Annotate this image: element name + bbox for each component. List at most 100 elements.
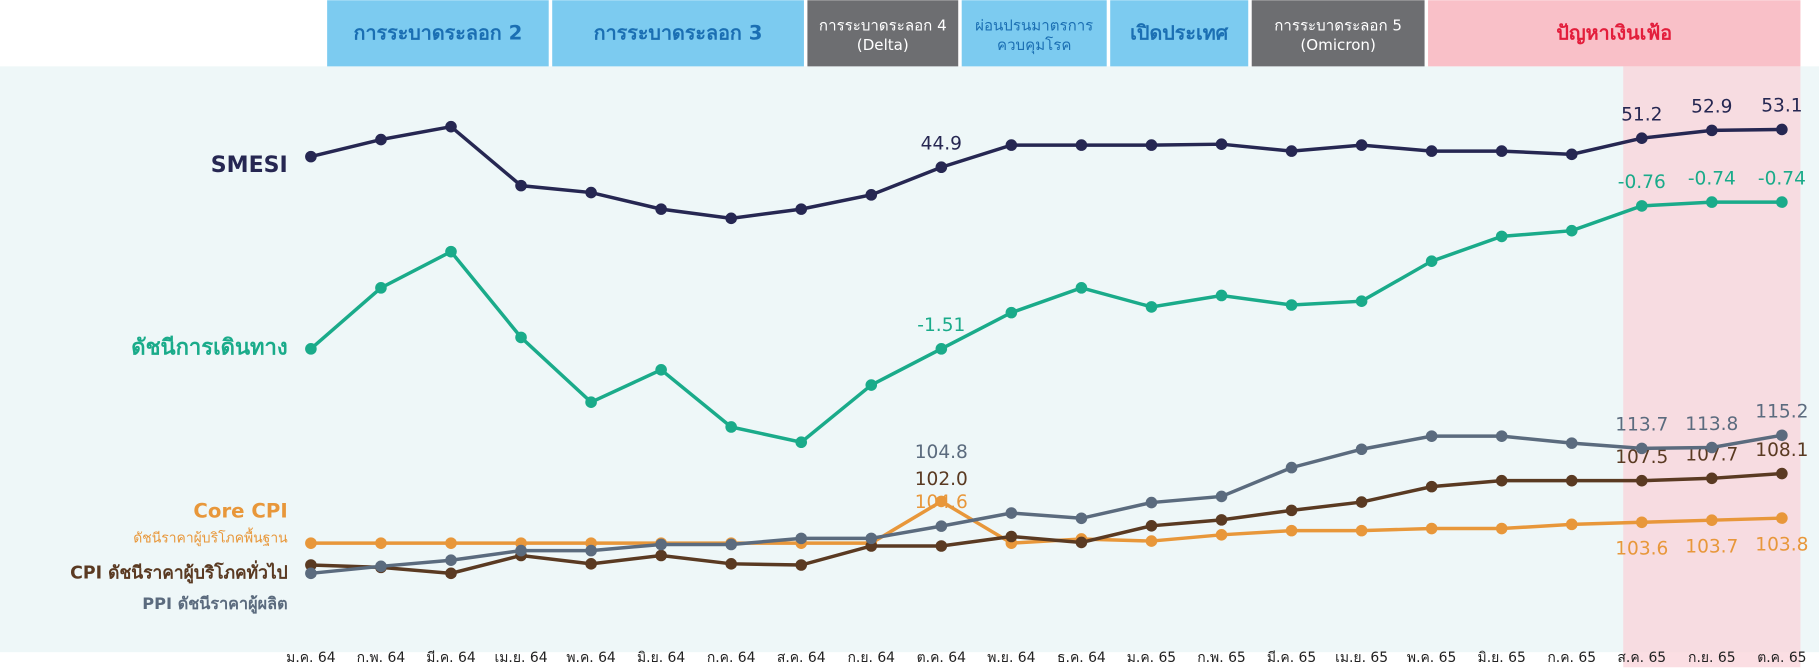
- data-point: [1635, 200, 1648, 212]
- data-point: [1215, 289, 1228, 302]
- data-point: [1355, 139, 1368, 151]
- x-tick-label: ก.ย. 65: [1688, 650, 1736, 666]
- x-tick-label: มิ.ย. 65: [1478, 650, 1526, 666]
- data-label: -1.51: [917, 315, 965, 336]
- phase-label: ผ่อนปรนมาตรการ: [975, 16, 1093, 34]
- data-point: [1706, 514, 1718, 526]
- data-point: [1495, 430, 1508, 442]
- x-tick-label: พ.ย. 64: [987, 650, 1035, 666]
- data-point: [1005, 530, 1018, 543]
- data-point: [375, 133, 387, 146]
- data-label: -0.74: [1758, 168, 1806, 189]
- data-label: 108.1: [1755, 440, 1808, 461]
- data-point: [725, 558, 737, 570]
- data-point: [655, 364, 667, 376]
- data-point: [935, 343, 948, 355]
- data-point: [1706, 196, 1718, 208]
- data-label: -0.76: [1618, 172, 1666, 193]
- data-point: [445, 554, 457, 567]
- data-point: [1075, 282, 1088, 294]
- data-point: [1145, 535, 1158, 547]
- x-tick-label: มี.ค. 64: [426, 650, 476, 666]
- series-name: SMESI: [211, 153, 288, 178]
- x-tick-label: ต.ค. 64: [917, 650, 966, 666]
- data-point: [515, 179, 527, 192]
- x-tick-label: ส.ค. 64: [777, 650, 826, 666]
- data-label: 51.2: [1621, 104, 1662, 125]
- data-point: [1075, 536, 1088, 549]
- phase-label: (Omicron): [1300, 36, 1375, 54]
- data-point: [935, 495, 948, 508]
- x-tick-label: ม.ค. 64: [286, 650, 336, 666]
- phase-box: [1251, 0, 1425, 67]
- x-tick-label: ม.ค. 65: [1127, 650, 1176, 666]
- x-tick-label: เม.ย. 64: [495, 650, 548, 666]
- data-point: [1425, 145, 1438, 157]
- data-point: [725, 212, 737, 225]
- data-point: [1776, 467, 1788, 480]
- data-point: [1495, 145, 1508, 157]
- data-point: [1285, 504, 1298, 517]
- data-point: [1776, 123, 1788, 136]
- data-point: [375, 560, 387, 573]
- series-name: ดัชนีการเดินทาง: [131, 335, 287, 360]
- phase-label: การระบาดระลอก 4: [819, 16, 947, 34]
- data-point: [305, 537, 317, 549]
- data-point: [1005, 306, 1018, 319]
- data-point: [935, 161, 948, 174]
- data-point: [935, 540, 948, 552]
- phase-label: เปิดประเทศ: [1130, 21, 1228, 44]
- data-point: [865, 379, 878, 391]
- data-point: [445, 245, 457, 258]
- data-point: [1355, 443, 1368, 456]
- x-tick-label: เม.ย. 65: [1335, 650, 1388, 666]
- series-line: [310, 471, 1782, 576]
- phase-label: การระบาดระลอก 5: [1274, 16, 1402, 34]
- data-label: 113.7: [1615, 415, 1668, 436]
- x-tick-label: ส.ค. 65: [1617, 650, 1666, 666]
- data-point: [1425, 522, 1438, 535]
- series-line: [309, 200, 1782, 445]
- data-point: [655, 203, 667, 215]
- data-point: [305, 343, 317, 355]
- data-point: [1005, 139, 1018, 151]
- data-point: [1005, 507, 1018, 519]
- data-point: [1145, 301, 1158, 313]
- phase-box: [807, 0, 959, 67]
- x-tick-label: ก.ค. 64: [707, 650, 756, 666]
- data-point: [865, 532, 878, 545]
- series-line: [310, 124, 1782, 221]
- series-name: CPI ดัชนีราคาผู้บริโภคทั่วไป: [70, 559, 288, 584]
- data-label: 104.6: [915, 492, 968, 513]
- data-point: [795, 532, 808, 545]
- data-label: 103.6: [1615, 538, 1668, 559]
- data-label: 103.8: [1755, 534, 1808, 555]
- series-line: [310, 433, 1783, 576]
- data-point: [515, 544, 527, 557]
- phase-box: [1110, 0, 1249, 67]
- data-point: [1355, 295, 1368, 307]
- x-tick-label: มิ.ย. 64: [637, 650, 685, 666]
- x-tick-label: ต.ค. 65: [1757, 650, 1806, 666]
- data-point: [585, 544, 597, 557]
- data-point: [795, 203, 808, 215]
- data-point: [655, 538, 667, 551]
- data-point: [1425, 480, 1438, 493]
- data-point: [305, 150, 317, 163]
- x-tick-label: พ.ค. 64: [566, 650, 616, 666]
- data-label: 52.9: [1691, 97, 1732, 118]
- data-point: [1425, 255, 1438, 267]
- data-point: [1355, 496, 1368, 508]
- x-tick-label: ธ.ค. 64: [1057, 650, 1106, 666]
- data-label: 102.0: [915, 469, 968, 490]
- data-label: 115.2: [1755, 402, 1808, 423]
- x-tick-label: ก.พ. 64: [357, 650, 406, 666]
- data-point: [445, 567, 457, 580]
- data-point: [655, 549, 667, 562]
- data-label: 44.9: [921, 134, 962, 155]
- data-point: [1285, 299, 1298, 311]
- data-point: [1285, 145, 1298, 157]
- phase-box: [552, 0, 804, 67]
- data-point: [1145, 139, 1158, 151]
